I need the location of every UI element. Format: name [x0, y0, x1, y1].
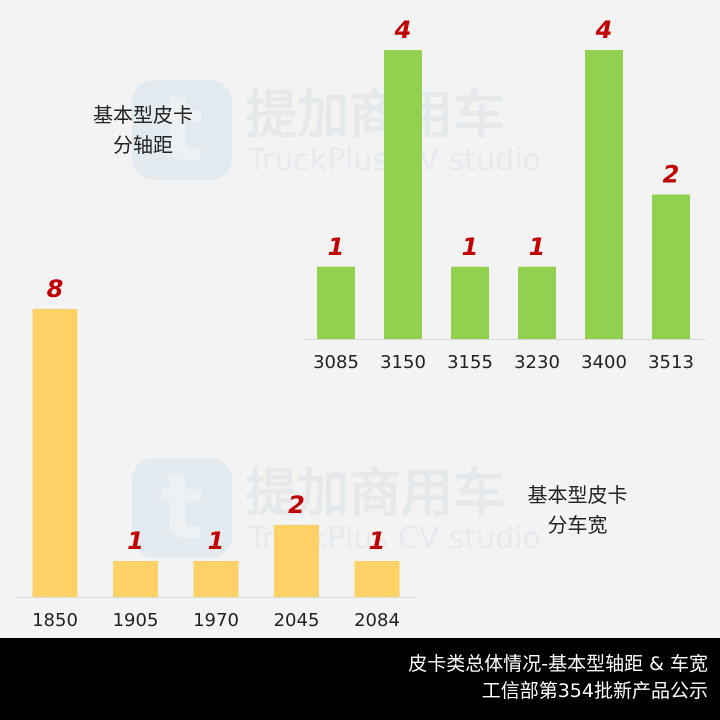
- width-tick-label-2045: 2045: [274, 610, 320, 631]
- width-bar-2045: [274, 525, 319, 597]
- wheelbase-tick-label-3155: 3155: [447, 352, 493, 373]
- wheelbase-chart: 1 3085 4 3150 1 3155 1 3230 4 3400 2 3513: [303, 16, 706, 373]
- watermark-top: t 提加商用车 TruckPlus CV studio: [132, 77, 541, 182]
- width-tick-label-1850: 1850: [32, 610, 78, 631]
- width-tick-label-1970: 1970: [193, 610, 239, 631]
- wheelbase-tick-label-3400: 3400: [581, 352, 627, 373]
- footer-banner: 皮卡类总体情况-基本型轴距 & 车宽 工信部第354批新产品公示: [0, 638, 720, 720]
- width-data-label-1970: 1: [208, 527, 225, 555]
- width-data-label-1905: 1: [127, 527, 144, 555]
- wheelbase-bar-3150: [384, 50, 422, 339]
- width-data-label-2045: 2: [288, 491, 305, 519]
- width-tick-label-1905: 1905: [113, 610, 159, 631]
- wheelbase-bar-3085: [317, 266, 355, 339]
- width-bar-2084: [354, 561, 400, 597]
- wheelbase-bar-3400: [585, 50, 623, 339]
- width-data-label-1850: 8: [47, 275, 64, 303]
- wheelbase-bar-3230: [518, 266, 556, 339]
- width-tick-label-2084: 2084: [354, 610, 400, 631]
- wheelbase-chart-title: 基本型皮卡 分轴距: [68, 100, 218, 160]
- width-chart: 8 1850 1 1905 1 1970 2 2045 1 2084: [14, 275, 416, 631]
- watermark-cn-text: 提加商用车: [245, 464, 505, 524]
- watermark-logo-letter: t: [160, 455, 203, 560]
- watermark-logo-letter: t: [160, 77, 203, 182]
- watermark-logo-icon: [132, 458, 232, 558]
- wheelbase-tick-label-3513: 3513: [648, 352, 694, 373]
- width-bar-1850: [32, 309, 78, 597]
- width-chart-title: 基本型皮卡 分车宽: [500, 480, 655, 540]
- watermark-bottom: t 提加商用车 TruckPlus CV studio: [132, 455, 541, 560]
- width-data-label-2084: 1: [369, 527, 386, 555]
- wheelbase-data-label-3155: 1: [462, 233, 479, 261]
- wheelbase-tick-label-3085: 3085: [313, 352, 359, 373]
- wheelbase-chart-title-line1: 基本型皮卡: [93, 103, 193, 127]
- watermark-cn-text: 提加商用车: [245, 86, 505, 146]
- wheelbase-data-label-3230: 1: [529, 233, 546, 261]
- wheelbase-data-label-3085: 1: [328, 233, 345, 261]
- width-bar-1905: [113, 561, 158, 597]
- wheelbase-bar-3513: [652, 194, 690, 339]
- width-chart-title-line2: 分车宽: [547, 513, 608, 537]
- wheelbase-bar-3155: [451, 266, 489, 339]
- width-bar-1970: [193, 561, 239, 597]
- wheelbase-data-label-3513: 2: [663, 161, 680, 189]
- footer-line1: 皮卡类总体情况-基本型轴距 & 车宽: [408, 653, 708, 675]
- wheelbase-data-label-3150: 4: [394, 16, 412, 44]
- width-chart-title-line1: 基本型皮卡: [527, 483, 628, 507]
- watermark-logo-icon: [132, 80, 232, 180]
- wheelbase-data-label-3400: 4: [595, 16, 613, 44]
- wheelbase-tick-label-3150: 3150: [380, 352, 426, 373]
- wheelbase-tick-label-3230: 3230: [514, 352, 560, 373]
- footer-line2: 工信部第354批新产品公示: [481, 680, 708, 702]
- wheelbase-chart-title-line2: 分轴距: [113, 133, 173, 157]
